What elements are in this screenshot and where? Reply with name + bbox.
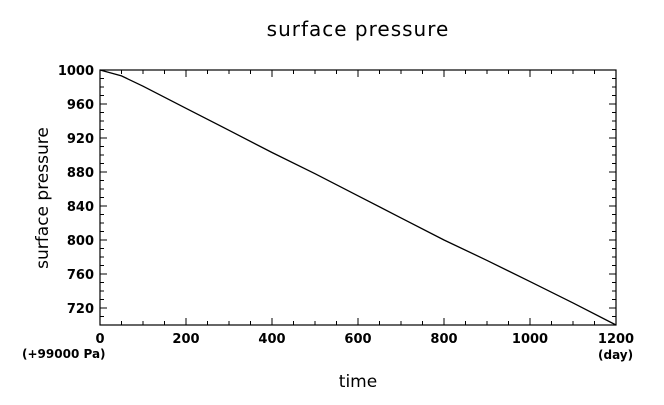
y-axis-ticks: 720 760 800 840 880 920 960 1000 xyxy=(58,64,616,326)
x-axis-ticks: 0 200 400 600 800 1000 1200 xyxy=(95,70,634,347)
series-line-0 xyxy=(99,69,617,326)
x-tick-label: 200 xyxy=(172,332,199,347)
y-tick-label: 960 xyxy=(67,98,94,113)
x-tick-label: 800 xyxy=(430,332,457,347)
y-tick-label: 1000 xyxy=(58,64,94,79)
chart-title: surface pressure xyxy=(267,17,450,41)
x-tick-label: 0 xyxy=(95,332,104,347)
y-offset-note: (+99000 Pa) xyxy=(22,347,106,361)
x-tick-label: 400 xyxy=(258,332,285,347)
x-tick-label: 1200 xyxy=(598,332,634,347)
y-axis-label: surface pressure xyxy=(33,127,53,269)
y-tick-label: 880 xyxy=(67,166,94,181)
y-tick-label: 720 xyxy=(67,302,94,317)
series-layer xyxy=(99,69,617,326)
x-unit-label: (day) xyxy=(598,348,633,362)
x-tick-label: 600 xyxy=(344,332,371,347)
x-axis-label: time xyxy=(339,372,377,392)
y-tick-label: 800 xyxy=(67,234,94,249)
y-tick-label: 840 xyxy=(67,200,94,215)
x-tick-label: 1000 xyxy=(512,332,548,347)
plot-frame xyxy=(99,69,617,326)
y-tick-label: 920 xyxy=(67,132,94,147)
y-tick-label: 760 xyxy=(67,268,94,283)
